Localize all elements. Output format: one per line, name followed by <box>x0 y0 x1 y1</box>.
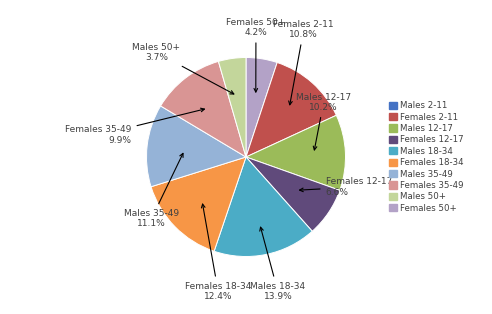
Text: Females 12-17
6.6%: Females 12-17 6.6% <box>300 177 392 197</box>
Text: Females 18-34
12.4%: Females 18-34 12.4% <box>185 204 251 301</box>
Text: Males 50+
3.7%: Males 50+ 3.7% <box>132 43 234 94</box>
Wedge shape <box>246 115 345 190</box>
Legend: Males 2-11, Females 2-11, Males 12-17, Females 12-17, Males 18-34, Females 18-34: Males 2-11, Females 2-11, Males 12-17, F… <box>389 101 464 213</box>
Wedge shape <box>246 57 277 157</box>
Wedge shape <box>214 157 312 257</box>
Wedge shape <box>246 62 337 157</box>
Text: Females 35-49
9.9%: Females 35-49 9.9% <box>65 108 205 145</box>
Text: Males 12-17
10.2%: Males 12-17 10.2% <box>296 93 351 150</box>
Wedge shape <box>160 62 246 157</box>
Text: Females 2-11
10.8%: Females 2-11 10.8% <box>274 20 334 105</box>
Text: Males 18-34
13.9%: Males 18-34 13.9% <box>250 227 306 301</box>
Text: Males 35-49
11.1%: Males 35-49 11.1% <box>124 153 183 228</box>
Wedge shape <box>246 157 340 231</box>
Text: Females 50+
4.2%: Females 50+ 4.2% <box>226 18 285 92</box>
Wedge shape <box>147 106 246 187</box>
Wedge shape <box>218 57 246 157</box>
Wedge shape <box>151 157 246 251</box>
